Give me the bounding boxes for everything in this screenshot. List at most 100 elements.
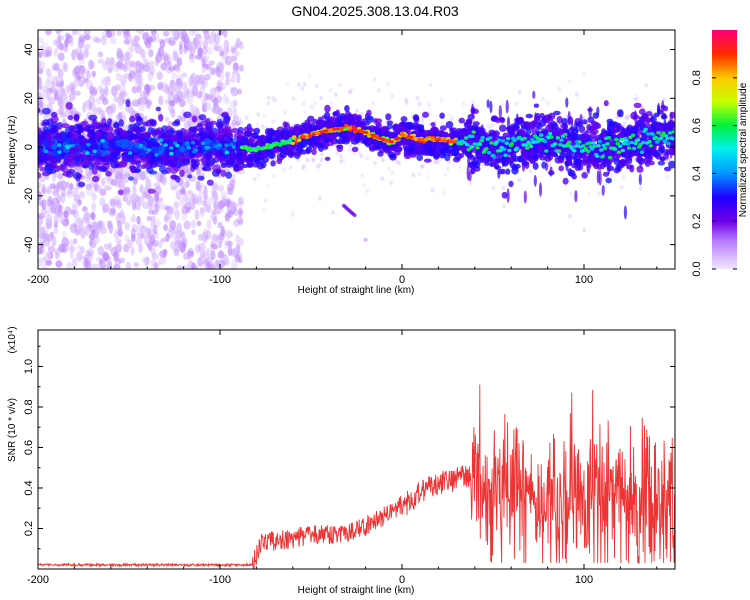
spectrogram-blob (107, 142, 117, 148)
spectrogram-blob (390, 170, 395, 175)
spectrogram-blob (94, 159, 100, 167)
spectrogram-blob (178, 197, 185, 207)
spectrogram-blob (171, 174, 178, 181)
spectrogram-blob (173, 200, 179, 210)
spectrogram-blob (491, 185, 496, 191)
spectrogram-blob (220, 52, 228, 59)
spectrogram-blob (123, 243, 130, 253)
spectrogram-blob (85, 101, 93, 108)
spectrogram-blob (462, 101, 466, 107)
spectrogram-blob (233, 219, 240, 227)
spectrogram-blob (62, 165, 68, 173)
spectrogram-blob (96, 96, 102, 105)
spectrogram-blob (395, 159, 399, 164)
spectrogram-blob (50, 203, 58, 209)
spectrogram-blob (130, 246, 135, 255)
spectrogram-blob (443, 172, 448, 177)
spectrogram-blob (130, 228, 136, 238)
spectrogram-blob (349, 88, 354, 93)
spectrogram-blob (68, 246, 76, 252)
spectrogram-blob (390, 94, 395, 99)
spectrogram-blob (138, 243, 143, 253)
spectrogram-blob (230, 87, 239, 97)
spectrogram-blob (55, 30, 61, 35)
spectrogram-blob (232, 68, 240, 76)
spectrogram-blob (219, 30, 225, 35)
spectrogram-blob (77, 199, 82, 206)
spectrogram-blob (147, 85, 152, 93)
spectrogram-blob (206, 203, 212, 214)
spectrogram-blob (341, 157, 346, 163)
spectrogram-blob (136, 215, 141, 225)
spectrogram-blob (236, 88, 242, 95)
spectrogram-blob (88, 94, 96, 106)
spectrogram-blob (360, 173, 365, 178)
spectrogram-blob (101, 35, 107, 46)
spectrogram-blob (329, 100, 334, 105)
spectrogram-blob (189, 250, 195, 258)
spectrogram-blob (421, 111, 430, 118)
spectrogram-blob (181, 189, 187, 196)
spectrogram-blob (181, 182, 188, 190)
spectrogram-blob (92, 228, 99, 239)
spectrogram-blob (115, 243, 123, 253)
spectrogram-blob (192, 38, 201, 47)
spectrogram-blob (211, 190, 219, 202)
spectrogram-blob (175, 182, 181, 188)
spectrogram-blob (211, 88, 219, 97)
spectrogram-blob (426, 174, 430, 180)
spectrogram-blob (328, 87, 333, 93)
spectrogram-blob (147, 48, 154, 58)
spectrogram-blob (76, 173, 83, 179)
spectrogram-blob (170, 135, 179, 141)
spectrogram-blob (581, 171, 588, 179)
spectrogram-blob (211, 190, 217, 199)
spectrogram-blob (440, 121, 445, 126)
spectrogram-blob (154, 56, 159, 67)
spectrogram-blob (210, 67, 217, 76)
spectrogram-blob (348, 147, 352, 153)
spectrogram-blob (285, 82, 290, 87)
spectrogram-blob (127, 143, 133, 151)
spectrogram-blob (230, 45, 236, 53)
spectrogram-blob (233, 99, 238, 107)
spectrogram-blob (220, 225, 225, 237)
spectrogram-blob (234, 254, 241, 263)
spectrogram-blob (218, 233, 225, 241)
spectrogram-blob (629, 164, 635, 173)
spectrogram-blob (71, 257, 78, 269)
spectrogram-blob (472, 121, 480, 126)
spectrogram-blob (103, 243, 111, 250)
spectrogram-blob (59, 111, 67, 119)
spectrogram-blob (158, 165, 167, 173)
spectrogram-blob (138, 103, 145, 112)
spectrogram-blob (122, 194, 131, 201)
spectrogram-blob (144, 238, 151, 246)
spectrogram-blob (65, 181, 70, 189)
spectrogram-blob (210, 243, 219, 250)
spectrogram-blob (136, 30, 144, 35)
spectrogram-blob (148, 198, 155, 210)
spectrogram-blob (91, 192, 97, 201)
spectrogram-blob (76, 244, 81, 252)
spectrogram-blob (447, 112, 452, 118)
spectrogram-blob (163, 224, 168, 232)
spectrogram-blob (100, 88, 105, 97)
spectrogram-blob (159, 40, 166, 49)
spectrogram-blob (53, 214, 60, 224)
spectrogram-blob (169, 100, 175, 107)
spectrogram-blob (97, 85, 104, 93)
spectrogram-blob (150, 247, 156, 256)
spectrogram-blob (206, 145, 211, 150)
spectrogram-blob (54, 252, 60, 260)
spectrogram-blob (135, 69, 143, 78)
spectrogram-blob (365, 188, 370, 194)
spectrogram-blob (311, 158, 316, 163)
spectrogram-blob (145, 181, 152, 192)
spectrogram-blob (107, 67, 113, 74)
spectrogram-blob (169, 241, 176, 250)
spectrogram-blob (116, 220, 123, 229)
spectrogram-blob (217, 44, 223, 51)
spectrogram-blob (210, 250, 216, 261)
spectrogram-blob (87, 59, 94, 70)
